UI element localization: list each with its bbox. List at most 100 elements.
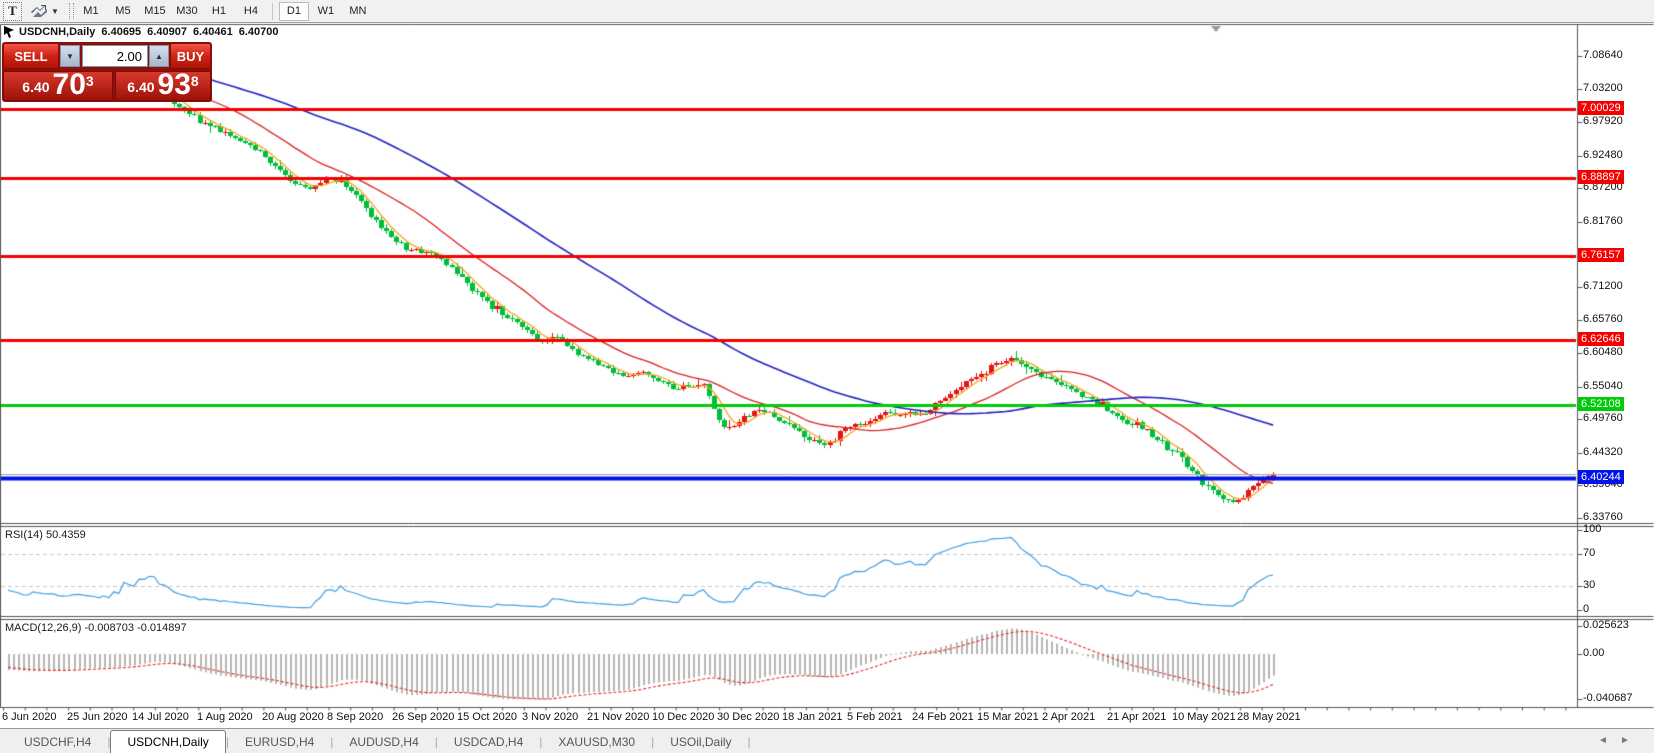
macd-tick-label: 0.00: [1583, 647, 1605, 659]
price-line-tag: 7.00029: [1578, 100, 1624, 115]
sell-price-pips: 70: [52, 68, 86, 101]
timeframe-button-m1[interactable]: M1: [76, 2, 106, 21]
date-label: 21 Apr 2021: [1107, 711, 1167, 723]
date-label: 5 Feb 2021: [847, 711, 903, 723]
date-label: 20 Aug 2020: [262, 711, 324, 723]
date-label: 26 Sep 2020: [392, 711, 455, 723]
buy-price-base: 6.40: [127, 79, 155, 95]
volume-increase-button[interactable]: ▲: [149, 45, 169, 67]
date-label: 28 May 2021: [1237, 711, 1301, 723]
price-tick-label: 7.03200: [1583, 82, 1623, 95]
date-label: 3 Nov 2020: [522, 711, 579, 723]
buy-button[interactable]: BUY: [170, 43, 211, 69]
timeframe-button-m30[interactable]: M30: [172, 2, 202, 21]
cursor-icon: [4, 26, 14, 38]
ohlc-high: 6.40907: [147, 25, 187, 38]
macd-label: MACD(12,26,9) -0.008703 -0.014897: [5, 622, 187, 634]
tab-separator: |: [747, 735, 751, 749]
volume-decrease-button[interactable]: ▼: [60, 45, 80, 67]
chart-tab-audusd-h4[interactable]: AUDUSD,H4: [349, 735, 419, 749]
buy-price-pips: 93: [157, 68, 191, 101]
date-label: 24 Feb 2021: [912, 711, 974, 723]
indicators-dropdown-caret[interactable]: ▼: [51, 6, 59, 16]
tab-separator: |: [434, 735, 438, 749]
timeframe-button-m15[interactable]: M15: [140, 2, 170, 21]
timeframe-button-d1[interactable]: D1: [278, 1, 309, 21]
toolbar-grip: [68, 3, 74, 19]
date-label: 1 Aug 2020: [197, 711, 253, 723]
date-label: 2 Apr 2021: [1042, 711, 1096, 723]
date-label: 18 Jan 2021: [782, 711, 843, 723]
sell-price-point: 3: [85, 73, 94, 89]
price-line-tag: 6.52108: [1578, 396, 1624, 411]
chart-tab-usdcnh-daily[interactable]: USDCNH,Daily: [110, 730, 226, 753]
rsi-label: RSI(14) 50.4359: [5, 529, 86, 541]
rsi-tick-label: 70: [1583, 547, 1596, 559]
ohlc-close: 6.40700: [238, 25, 279, 38]
date-label: 14 Jul 2020: [132, 711, 189, 723]
one-click-trade-panel: SELL ▼ ▲ BUY 6.40 70 3 6.40 93 8: [2, 42, 212, 102]
text-tool-button[interactable]: T: [3, 1, 22, 21]
tab-separator: |: [651, 735, 655, 749]
date-label: 21 Nov 2020: [587, 711, 650, 723]
price-tick-label: 6.81760: [1583, 214, 1623, 227]
sell-button[interactable]: SELL: [3, 43, 59, 69]
chart-title: USDCNH,Daily 6.40695 6.40907 6.40461 6.4…: [3, 25, 284, 38]
timeframe-button-m5[interactable]: M5: [108, 2, 138, 21]
chart-tab-usdchf-h4[interactable]: USDCHF,H4: [24, 735, 92, 749]
tabs-scroll-right-icon[interactable]: ►: [1620, 735, 1630, 746]
tab-separator: |: [107, 735, 111, 749]
tab-separator: |: [539, 735, 543, 749]
sell-price-display[interactable]: 6.40 70 3: [3, 68, 113, 101]
price-tick-label: 6.55040: [1583, 379, 1623, 392]
date-label: 15 Oct 2020: [457, 711, 517, 723]
timeframe-button-mn[interactable]: MN: [343, 2, 373, 21]
ohlc-open: 6.40695: [101, 25, 142, 38]
chart-tab-usoil-daily[interactable]: USOil,Daily: [670, 735, 732, 749]
toolbar-separator: [271, 2, 273, 20]
date-label: 10 Dec 2020: [652, 711, 715, 723]
date-label: 30 Dec 2020: [717, 711, 780, 723]
tab-separator: |: [225, 735, 229, 749]
volume-input[interactable]: [82, 45, 148, 67]
price-tick-label: 6.97920: [1583, 114, 1623, 127]
chart-tab-xauusd-m30[interactable]: XAUUSD,M30: [558, 735, 636, 749]
date-label: 6 Jun 2020: [2, 711, 57, 723]
price-tick-label: 6.49760: [1583, 412, 1623, 425]
chart-tabbar: USDCHF,H4 | USDCNH,Daily | EURUSD,H4 | AUDUSD,…: [0, 728, 1654, 753]
date-label: 15 Mar 2021: [977, 711, 1039, 723]
price-tick-label: 7.08640: [1583, 48, 1623, 61]
price-line-tag: 6.88897: [1578, 169, 1624, 184]
price-tick-label: 6.87200: [1583, 181, 1623, 194]
tab-separator: |: [330, 735, 334, 749]
buy-price-point: 8: [190, 73, 199, 89]
sell-price-base: 6.40: [22, 79, 50, 95]
price-tick-label: 6.71200: [1583, 279, 1623, 292]
rsi-tick-label: 0: [1583, 603, 1590, 615]
price-tick-label: 6.44320: [1583, 445, 1623, 458]
timeframe-button-h4[interactable]: H4: [236, 2, 266, 21]
rsi-tick-label: 100: [1583, 523, 1602, 535]
indicators-icon[interactable]: [31, 4, 48, 18]
toolbar: T ▼ M1 M5 M15 M30 H1 H4 D1 W1 MN: [0, 0, 1654, 23]
price-line-tag: 6.62646: [1578, 331, 1624, 346]
rsi-tick-label: 30: [1583, 579, 1596, 591]
macd-tick-label: 0.025623: [1583, 618, 1629, 631]
timeframe-buttons: M1 M5 M15 M30 H1 H4 D1 W1 MN: [74, 1, 373, 21]
price-line-tag: 6.40244: [1578, 470, 1624, 484]
chart-tabs: USDCHF,H4 | USDCNH,Daily | EURUSD,H4 | AUDUSD,…: [8, 730, 751, 753]
buy-price-display[interactable]: 6.40 93 8: [115, 68, 211, 101]
chart-tab-usdcad-h4[interactable]: USDCAD,H4: [453, 735, 524, 749]
timeframe-button-h1[interactable]: H1: [204, 2, 234, 21]
price-tick-label: 6.33760: [1583, 511, 1623, 524]
timeframe-button-w1[interactable]: W1: [311, 2, 341, 21]
macd-tick-label: -0.040687: [1583, 691, 1633, 704]
price-tick-label: 6.65760: [1583, 313, 1623, 326]
tabs-scroll-left-icon[interactable]: ◄: [1598, 735, 1608, 746]
chart-tab-eurusd-h4[interactable]: EURUSD,H4: [244, 735, 315, 749]
price-line-tag: 6.76157: [1578, 248, 1624, 263]
date-label: 8 Sep 2020: [327, 711, 384, 723]
date-label: 25 Jun 2020: [67, 711, 128, 723]
